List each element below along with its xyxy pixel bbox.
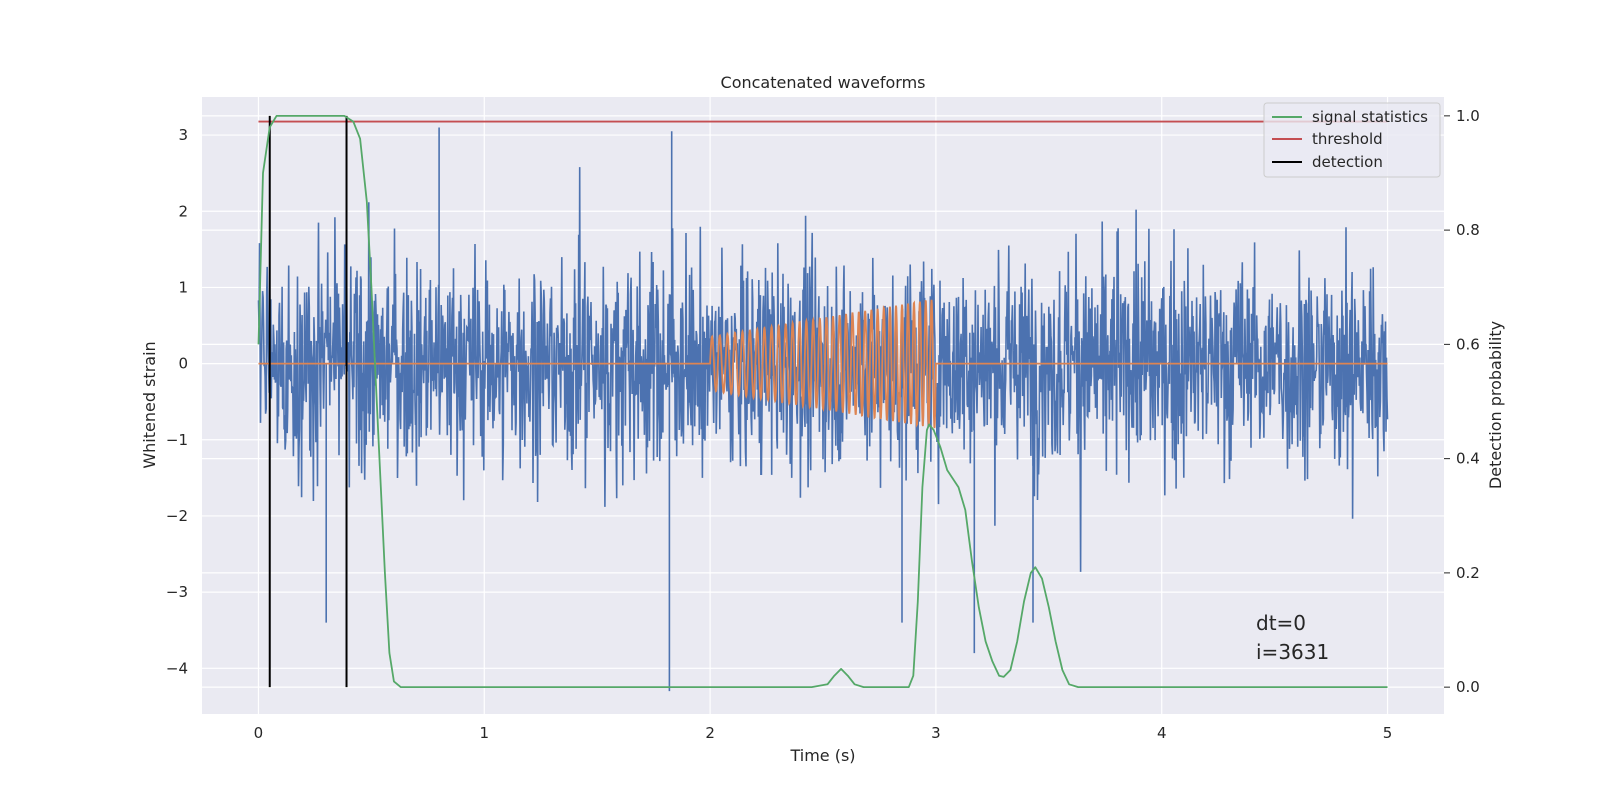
y2-tick-label: 0.2: [1456, 564, 1480, 582]
y-tick-label: −2: [166, 507, 188, 525]
y2-axis-label: Detection probability: [1486, 321, 1505, 489]
y2-tick-label: 0.8: [1456, 221, 1480, 239]
annotation-i: i=3631: [1256, 640, 1329, 664]
signal-statistics-series: [257, 115, 1388, 688]
strain-series: [257, 127, 1389, 692]
x-tick-label: 0: [254, 724, 264, 742]
y2-tick-label: 0.4: [1456, 450, 1480, 468]
y2-tick-label: 0.0: [1456, 678, 1480, 696]
y-tick-label: −3: [166, 583, 188, 601]
y-tick-label: 1: [178, 278, 188, 296]
injected-waveform-series: [258, 299, 1388, 429]
x-tick-label: 1: [479, 724, 489, 742]
y2-tick-label: 1.0: [1456, 107, 1480, 125]
legend-label-detection: detection: [1312, 153, 1383, 171]
plot-series: [257, 115, 1389, 692]
x-tick-label: 2: [705, 724, 715, 742]
legend-label-signal-statistics: signal statistics: [1312, 108, 1428, 126]
y-tick-label: −1: [166, 431, 188, 449]
x-tick-label: 5: [1383, 724, 1393, 742]
y2-tick-label: 0.6: [1456, 335, 1480, 353]
chart-title: Concatenated waveforms: [721, 73, 926, 92]
y-tick-label: −4: [166, 659, 188, 677]
legend-box: [1263, 102, 1441, 178]
y-tick-label: 3: [178, 126, 188, 144]
legend: signal statistics threshold detection: [1263, 102, 1441, 178]
x-axis-label: Time (s): [789, 746, 855, 765]
y-axis-label: Whitened strain: [140, 341, 159, 468]
x-tick-label: 4: [1157, 724, 1167, 742]
y-tick-label: 2: [178, 202, 188, 220]
x-tick-label: 3: [931, 724, 941, 742]
axis-ticks: 0 1 2 3 4 5 −4 −3 −2 −1 0 1 2 3 0.0 0.2 0.4 0.6 0.8 1.0: [166, 107, 1480, 742]
y-tick-label: 0: [178, 355, 188, 373]
legend-label-threshold: threshold: [1312, 130, 1383, 148]
annotation-dt: dt=0: [1256, 611, 1306, 635]
